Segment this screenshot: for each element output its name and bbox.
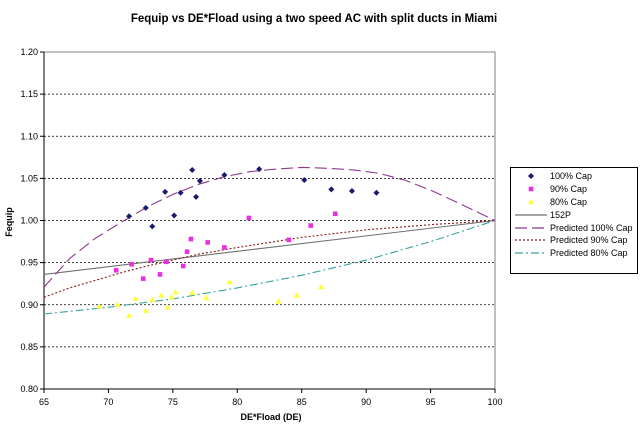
data-point-80-cap: [114, 301, 121, 307]
data-point-80-cap: [172, 288, 179, 295]
y-tick-label: 1.05: [20, 173, 38, 183]
y-axis-label: Fequip: [4, 207, 14, 237]
data-point-90-cap: [148, 257, 154, 263]
data-point-80-cap: [132, 295, 139, 302]
x-axis-label: DE*Fload (DE): [240, 412, 301, 422]
data-point-80-cap: [158, 292, 165, 298]
data-point-100-cap: [142, 204, 149, 211]
data-point-90-cap: [140, 276, 146, 281]
legend-symbol: [528, 173, 534, 180]
legend-label: 100% Cap: [550, 171, 593, 182]
data-point-90-cap: [205, 240, 210, 245]
data-point-100-cap: [328, 186, 335, 193]
legend-label: 90% Cap: [550, 184, 588, 195]
data-point-80-cap: [142, 307, 149, 313]
data-point-90-cap: [188, 236, 194, 242]
data-point-100-cap: [177, 189, 184, 196]
legend-label: Predicted 80% Cap: [550, 248, 628, 259]
y-tick-label: 1.00: [20, 216, 38, 226]
y-tick-label: 1.20: [20, 47, 38, 57]
data-point-90-cap: [164, 259, 169, 265]
data-point-80-cap: [203, 294, 210, 301]
data-point-80-cap: [293, 292, 300, 298]
legend-label: 80% Cap: [550, 196, 588, 207]
gridlines: [44, 93, 495, 348]
data-point-100-cap: [196, 177, 203, 184]
legend-item-predicted-80-cap: Predicted 80% Cap: [513, 247, 637, 260]
data-point-80-cap: [149, 296, 156, 302]
data-point-90-cap: [286, 237, 292, 243]
data-point-100-cap: [126, 213, 133, 220]
x-tick-label: 90: [361, 397, 371, 407]
data-point-100-cap: [149, 223, 156, 230]
data-point-90-cap: [129, 262, 134, 267]
y-tick-label: 1.15: [20, 89, 38, 99]
y-tick-label: 0.85: [20, 342, 38, 352]
data-point-100-cap: [162, 188, 169, 195]
legend-symbol: [528, 186, 534, 192]
legend-item-100-cap: 100% Cap: [513, 170, 637, 183]
y-tick-label: 1.10: [20, 131, 38, 141]
data-point-90-cap: [157, 272, 163, 277]
chart-title: Fequip vs DE*Fload using a two speed AC …: [131, 13, 497, 25]
data-point-90-cap: [308, 223, 314, 228]
data-point-80-cap: [189, 289, 196, 296]
legend-item-90-cap: 90% Cap: [513, 183, 637, 196]
legend: 100% Cap 90% Cap 80% Cap 152P Predicted 100%…: [510, 167, 638, 274]
data-point-90-cap: [246, 215, 252, 221]
legend-symbol: [515, 252, 547, 254]
legend-marker: [528, 198, 534, 205]
data-point-100-cap: [373, 189, 380, 196]
x-tick-label: 95: [426, 397, 436, 407]
legend-marker: [528, 186, 534, 192]
data-point-80-cap: [126, 312, 133, 318]
x-tick-label: 100: [487, 397, 502, 407]
axes: 0.80 0.85 0.90 0.95 1.00 1.05 1.10 1.15 1.20 65 70…: [20, 47, 502, 407]
series-points: [96, 166, 380, 318]
y-tick-label: 0.80: [20, 384, 38, 394]
x-tick-label: 70: [103, 397, 113, 407]
data-point-100-cap: [348, 188, 355, 195]
data-point-100-cap: [193, 193, 200, 200]
legend-symbol: [515, 214, 547, 216]
legend-symbol: [515, 239, 547, 241]
data-point-90-cap: [113, 267, 119, 273]
legend-label: Predicted 100% Cap: [550, 222, 633, 233]
x-tick-label: 85: [297, 397, 307, 407]
series-line-predicted-90-cap: [43, 219, 496, 298]
legend-item-predicted-100-cap: Predicted 100% Cap: [513, 221, 637, 234]
legend-item-152p: 152P: [513, 208, 637, 221]
y-tick-label: 0.90: [20, 300, 38, 310]
legend-label: 152P: [550, 209, 572, 220]
data-point-80-cap: [275, 298, 282, 304]
data-point-80-cap: [164, 304, 171, 310]
data-point-90-cap: [332, 211, 338, 217]
data-point-100-cap: [171, 212, 178, 219]
series-line-152p: [43, 219, 496, 275]
data-point-90-cap: [222, 245, 227, 250]
data-point-100-cap: [189, 166, 196, 173]
x-tick-label: 80: [232, 397, 242, 407]
data-point-80-cap: [168, 293, 175, 300]
y-tick-label: 0.95: [20, 258, 38, 268]
data-point-100-cap: [256, 166, 263, 173]
data-point-80-cap: [318, 283, 325, 290]
legend-marker: [528, 173, 534, 180]
data-point-80-cap: [226, 278, 233, 285]
data-point-90-cap: [184, 249, 190, 254]
legend-item-80-cap: 80% Cap: [513, 196, 637, 209]
data-point-90-cap: [180, 263, 186, 269]
data-point-100-cap: [221, 172, 228, 179]
x-tick-label: 75: [168, 397, 178, 407]
x-tick-label: 65: [39, 397, 49, 407]
legend-symbol: [515, 226, 547, 229]
legend-symbol: [528, 198, 534, 205]
data-point-80-cap: [96, 303, 103, 309]
series-line-predicted-100-cap: [43, 166, 496, 288]
data-point-100-cap: [301, 177, 308, 184]
legend-label: Predicted 90% Cap: [550, 235, 628, 246]
legend-item-predicted-90-cap: Predicted 90% Cap: [513, 234, 637, 247]
